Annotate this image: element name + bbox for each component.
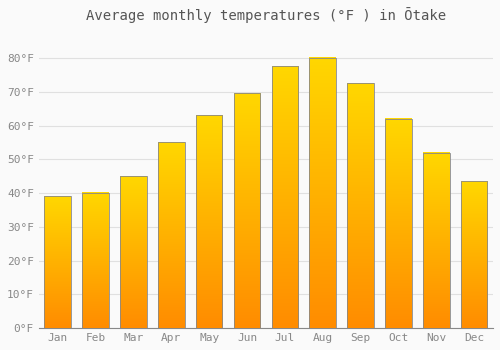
Title: Average monthly temperatures (°F ) in Ōtake: Average monthly temperatures (°F ) in Ōt… [86, 7, 446, 23]
Bar [120, 176, 146, 328]
Bar [423, 153, 450, 328]
Bar [272, 66, 298, 328]
Bar [44, 196, 71, 328]
Bar [158, 142, 184, 328]
Bar [461, 181, 487, 328]
Bar [310, 58, 336, 328]
Bar [385, 119, 411, 328]
Bar [348, 83, 374, 328]
Bar [196, 116, 222, 328]
Bar [234, 93, 260, 328]
Bar [82, 193, 109, 328]
